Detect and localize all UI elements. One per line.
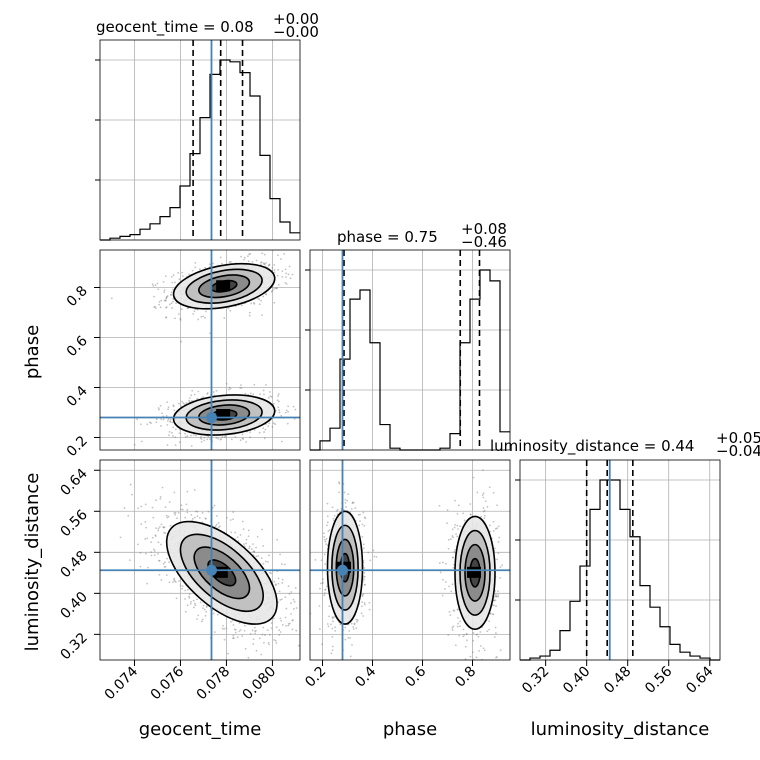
xlabel-geocent-time: geocent_time: [139, 719, 262, 740]
panel-geocent_time-luminosity_distance: [99, 459, 301, 661]
title-luminosity-distance-plus: +0.05: [716, 429, 760, 447]
ytick-label-luminosity_distance: 0.32: [57, 630, 90, 663]
xtick-label-geocent_time: 0.080: [240, 664, 280, 704]
ytick-label-phase: 0.4: [64, 383, 91, 410]
xtick-label-luminosity_distance: 0.32: [519, 664, 552, 697]
title-luminosity-distance: luminosity_distance = 0.44: [490, 437, 694, 456]
title-geocent-time-minus: −0.00: [273, 23, 319, 41]
xtick-label-luminosity_distance: 0.64: [683, 663, 716, 696]
contours-phase-luminosity_distance: [326, 510, 496, 631]
xtick-label-phase: 0.2: [302, 664, 329, 691]
ytick-label-luminosity_distance: 0.64: [57, 466, 90, 499]
title-phase: phase = 0.75: [337, 228, 438, 246]
xtick-label-luminosity_distance: 0.56: [642, 663, 675, 696]
xlabel-luminosity-distance: luminosity_distance: [531, 719, 710, 740]
ylabel-luminosity-distance: luminosity_distance: [22, 473, 43, 652]
ytick-label-phase: 0.8: [64, 283, 91, 310]
title-phase-minus: −0.46: [461, 233, 507, 251]
ytick-label-luminosity_distance: 0.48: [57, 548, 90, 581]
truth-marker: [337, 564, 348, 576]
panel-hist-phase: [309, 249, 511, 451]
ytick-label-phase: 0.6: [64, 333, 91, 360]
histogram-geocent_time: [100, 59, 300, 241]
title-geocent-time-plus: +0.00: [273, 10, 319, 28]
xlabel-phase: phase: [383, 719, 437, 740]
ytick-label-luminosity_distance: 0.40: [57, 589, 90, 622]
xtick-label-phase: 0.8: [452, 664, 479, 691]
truth-marker: [205, 412, 217, 423]
panel-hist-luminosity_distance: [519, 459, 721, 661]
truth-marker: [205, 564, 217, 576]
ylabel-phase: phase: [22, 325, 43, 379]
panel-hist-geocent_time: [99, 39, 301, 241]
panel-geocent_time-phase: [99, 249, 301, 451]
title-luminosity-distance-minus: −0.04: [716, 442, 760, 460]
histogram-luminosity_distance: [520, 479, 720, 661]
ytick-label-phase: 0.2: [64, 433, 91, 460]
ytick-label-luminosity_distance: 0.56: [57, 507, 90, 540]
title-phase-plus: +0.08: [461, 220, 507, 238]
xtick-label-phase: 0.4: [352, 663, 379, 690]
panel-phase-luminosity_distance: [309, 459, 511, 661]
xtick-label-geocent_time: 0.078: [194, 664, 234, 704]
xtick-label-phase: 0.6: [402, 663, 429, 690]
title-geocent-time: geocent_time = 0.08: [96, 18, 254, 37]
xtick-label-geocent_time: 0.076: [148, 663, 188, 703]
xtick-label-luminosity_distance: 0.40: [560, 664, 593, 697]
contours-geocent_time-luminosity_distance: [165, 520, 278, 625]
xtick-label-luminosity_distance: 0.48: [601, 664, 634, 697]
xtick-label-geocent_time: 0.074: [102, 663, 142, 703]
